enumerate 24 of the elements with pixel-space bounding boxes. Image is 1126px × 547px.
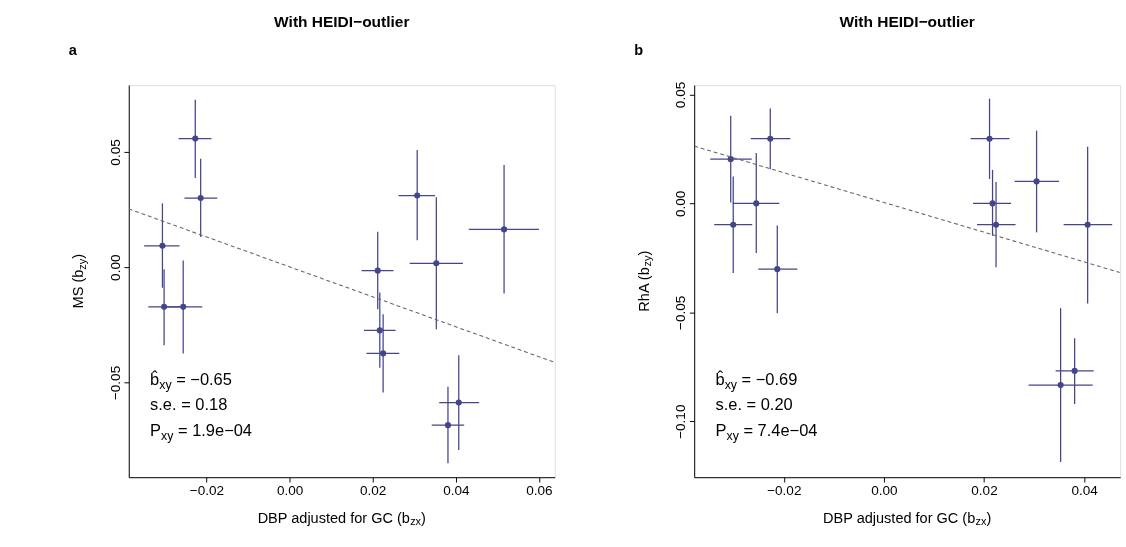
y-tick-label: −0.10 <box>672 404 688 439</box>
x-tick-label: 0.04 <box>443 483 470 499</box>
x-tick-label: −0.02 <box>767 483 802 499</box>
chart-title: With HEIDI−outlier <box>839 13 975 31</box>
annotation: s.e. = 0.18 <box>150 395 228 414</box>
y-tick-label: −0.05 <box>107 365 123 401</box>
y-tick-label: −0.05 <box>672 295 688 330</box>
x-tick-label: −0.02 <box>189 483 225 499</box>
y-tick-label: 0.00 <box>672 190 688 218</box>
annotation: s.e. = 0.20 <box>715 395 793 414</box>
x-tick-label: 0.02 <box>360 483 387 499</box>
y-tick-label: 0.05 <box>672 81 688 109</box>
x-tick-label: 0.04 <box>1071 483 1099 499</box>
x-tick-label: 0.06 <box>526 483 553 499</box>
y-axis-title: RhA (bzy) <box>635 250 654 312</box>
y-tick-label: 0.05 <box>107 139 123 166</box>
text: a <box>68 42 78 59</box>
x-tick-label: 0.00 <box>276 483 304 499</box>
text: b <box>634 42 644 59</box>
x-tick-label: 0.00 <box>871 483 898 499</box>
chart-title: With HEIDI−outlier <box>274 13 410 31</box>
y-tick-label: 0.00 <box>107 254 123 281</box>
x-tick-label: 0.02 <box>971 483 998 499</box>
y-axis-title: MS (bzy) <box>70 253 88 309</box>
